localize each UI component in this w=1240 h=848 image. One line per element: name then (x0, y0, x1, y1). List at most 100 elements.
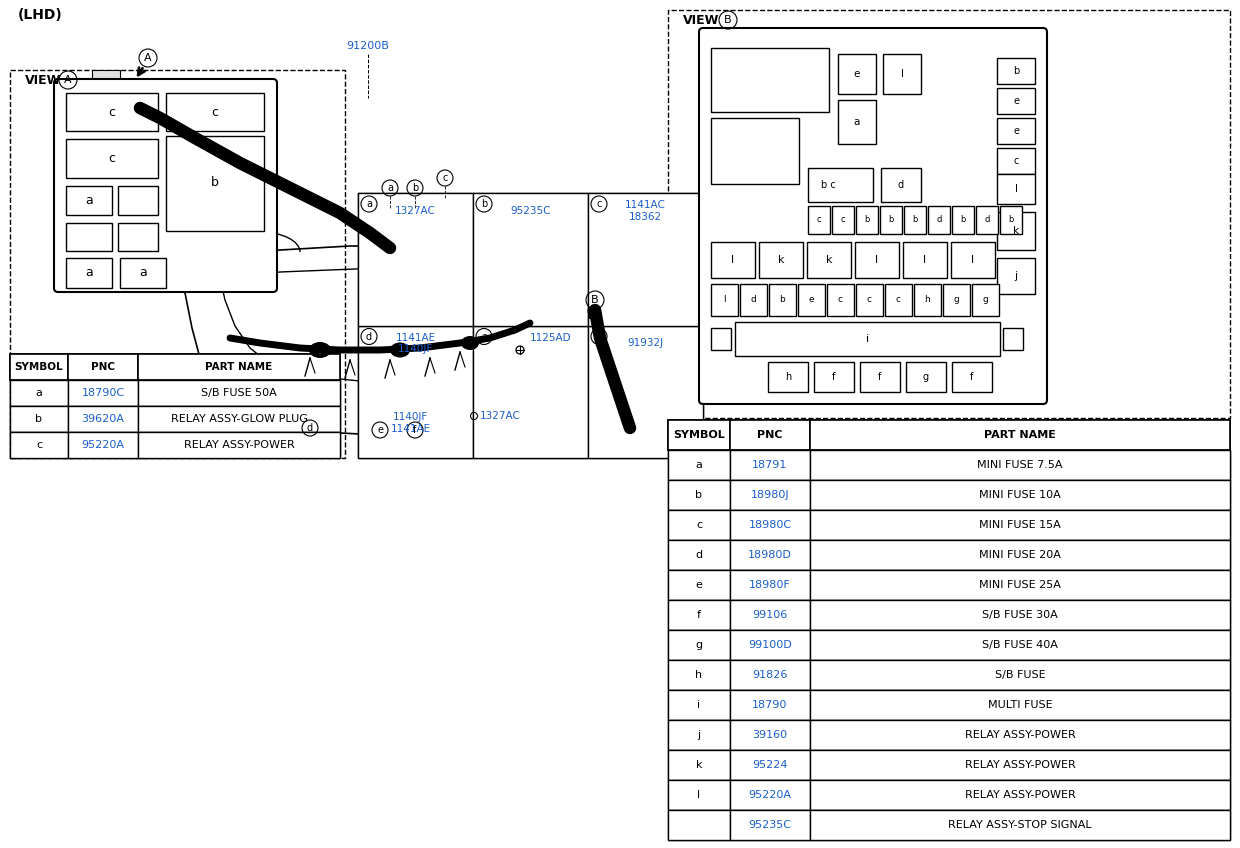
Bar (595, 384, 613, 406)
Text: f: f (413, 425, 417, 435)
Text: k: k (826, 255, 832, 265)
Bar (72, 80, 140, 138)
Text: d: d (308, 423, 312, 433)
Bar (810, 540, 1230, 570)
FancyBboxPatch shape (699, 28, 1047, 404)
Text: RELAY ASSY-GLOW PLUG: RELAY ASSY-GLOW PLUG (171, 414, 308, 424)
Bar (66, 139, 157, 178)
Text: 1141AE
1140JF: 1141AE 1140JF (396, 332, 435, 354)
Text: S/B FUSE: S/B FUSE (994, 670, 1045, 680)
Text: S/B FUSE 50A: S/B FUSE 50A (201, 388, 277, 398)
Bar (730, 570, 810, 600)
Text: 18980F: 18980F (749, 580, 791, 590)
Bar (904, 206, 926, 234)
Text: SYMBOL: SYMBOL (673, 430, 725, 440)
Bar (730, 690, 810, 720)
Text: 18980D: 18980D (748, 550, 792, 560)
Text: a: a (86, 194, 93, 208)
Text: B: B (591, 295, 599, 305)
Text: MULTI FUSE: MULTI FUSE (988, 700, 1053, 710)
Text: B: B (724, 15, 732, 25)
Text: 1140JF
1141AE: 1140JF 1141AE (391, 412, 430, 434)
Bar (668, 480, 730, 510)
Text: e: e (854, 69, 861, 79)
Bar (810, 630, 1230, 660)
Bar (668, 750, 730, 780)
Text: c: c (817, 215, 821, 225)
Bar (551, 384, 569, 406)
Bar (883, 54, 921, 94)
Bar (668, 630, 730, 660)
Bar (769, 284, 796, 316)
Bar (711, 118, 799, 184)
Bar (711, 242, 755, 278)
Text: c: c (443, 173, 448, 183)
Text: 91200B: 91200B (346, 41, 389, 51)
Bar (914, 284, 941, 316)
Text: 95220A: 95220A (749, 790, 791, 800)
Bar (903, 242, 947, 278)
Text: g: g (923, 372, 929, 382)
Bar (668, 480, 1230, 510)
Bar (810, 780, 1230, 810)
Bar (810, 570, 1230, 600)
Bar (92, 70, 120, 80)
Ellipse shape (309, 342, 331, 358)
Text: 1327AC: 1327AC (480, 411, 521, 421)
Bar (166, 93, 264, 131)
Text: l: l (697, 790, 701, 800)
Bar (942, 284, 970, 316)
Bar (668, 570, 730, 600)
Text: 18790: 18790 (753, 700, 787, 710)
Text: c: c (841, 215, 846, 225)
Text: MINI FUSE 7.5A: MINI FUSE 7.5A (977, 460, 1063, 470)
Text: 99100D: 99100D (748, 640, 792, 650)
Bar (952, 206, 973, 234)
Text: 95235C: 95235C (510, 206, 551, 216)
Text: SYMBOL: SYMBOL (15, 362, 63, 372)
Bar (810, 660, 1230, 690)
Bar (668, 420, 730, 450)
Text: A: A (64, 75, 72, 85)
Text: 95224: 95224 (753, 760, 787, 770)
Bar (997, 88, 1035, 114)
Text: c: c (109, 153, 115, 165)
Text: e: e (377, 425, 383, 435)
Text: b: b (888, 215, 894, 225)
Text: a: a (696, 460, 702, 470)
Bar (10, 406, 340, 432)
Bar (588, 193, 703, 326)
Text: c: c (109, 105, 115, 119)
Text: l: l (1014, 184, 1018, 194)
Ellipse shape (461, 336, 479, 350)
Bar (358, 326, 472, 458)
Bar (813, 362, 854, 392)
Text: k: k (777, 255, 784, 265)
Ellipse shape (391, 343, 410, 358)
Bar (668, 660, 1230, 690)
Bar (525, 350, 620, 410)
Text: e: e (808, 295, 813, 304)
Bar (10, 70, 345, 458)
Bar (928, 206, 950, 234)
Text: b: b (36, 414, 42, 424)
Bar (997, 58, 1035, 84)
Bar (808, 206, 830, 234)
Bar (668, 720, 730, 750)
Bar (711, 48, 830, 112)
Bar (997, 212, 1035, 250)
Bar (810, 600, 1230, 630)
Text: h: h (696, 670, 703, 680)
Bar (472, 193, 588, 326)
Bar (668, 570, 1230, 600)
Text: f: f (598, 332, 600, 342)
Bar (997, 174, 1035, 204)
Bar (138, 380, 340, 406)
Bar (730, 420, 810, 450)
Bar (138, 354, 340, 380)
Bar (529, 384, 547, 406)
Bar (66, 186, 112, 215)
Text: a: a (36, 388, 42, 398)
Bar (827, 284, 854, 316)
Bar (668, 690, 730, 720)
